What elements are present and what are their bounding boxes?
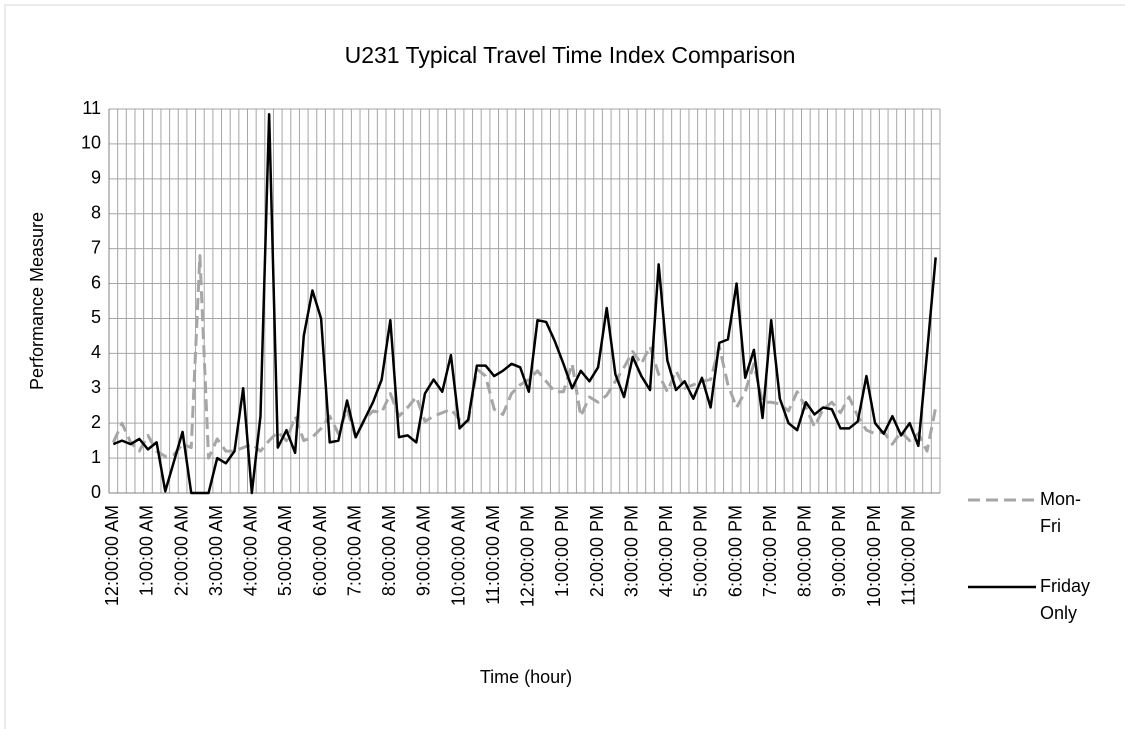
x-tick-label: 7:00:00 AM [344,505,364,596]
x-tick-label: 9:00:00 AM [414,505,434,596]
y-tick-label: 7 [91,237,101,257]
legend-label: Mon-Fri [1040,489,1082,536]
x-tick-label: 6:00:00 AM [310,505,330,596]
y-tick-label: 2 [91,412,101,432]
x-tick-label: 5:00:00 PM [691,505,711,597]
x-tick-label: 11:00:00 AM [483,505,503,605]
x-tick-label: 3:00:00 AM [206,505,226,596]
x-tick-label: 2:00:00 AM [171,505,191,596]
x-tick-label: 11:00:00 PM [898,505,918,606]
x-tick-label: 4:00:00 PM [656,505,676,597]
y-tick-label: 11 [82,98,101,118]
y-tick-label: 10 [81,133,101,153]
x-tick-label: 5:00:00 AM [275,505,295,596]
x-tick-label: 12:00:00 AM [102,505,122,606]
x-tick-label: 12:00:00 PM [518,505,538,607]
x-tick-label: 2:00:00 PM [587,505,607,597]
x-tick-label: 8:00:00 AM [379,505,399,596]
x-tick-label: 4:00:00 AM [241,505,261,596]
x-tick-label: 1:00:00 AM [137,505,157,596]
y-tick-label: 4 [91,342,101,362]
chart-title: U231 Typical Travel Time Index Compariso… [345,42,796,68]
y-tick-label: 6 [91,272,101,292]
x-axis-title: Time (hour) [480,667,572,687]
x-tick-label: 3:00:00 PM [621,505,641,597]
x-tick-label: 8:00:00 PM [795,505,815,597]
y-tick-label: 8 [91,202,101,222]
x-tick-label: 1:00:00 PM [552,505,572,597]
y-axis-title: Performance Measure [27,212,47,390]
y-tick-label: 1 [91,447,101,467]
y-tick-label: 3 [91,377,101,397]
x-tick-label: 9:00:00 PM [829,505,849,597]
y-tick-label: 0 [91,482,101,502]
x-tick-label: 6:00:00 PM [725,505,745,597]
x-tick-label: 10:00:00 AM [448,505,468,606]
legend-label: Friday Only [1040,576,1091,623]
y-tick-label: 9 [91,168,101,188]
y-tick-label: 5 [91,307,101,327]
x-tick-label: 7:00:00 PM [760,505,780,597]
x-tick-label: 10:00:00 PM [864,505,884,607]
line-series [112,112,937,495]
